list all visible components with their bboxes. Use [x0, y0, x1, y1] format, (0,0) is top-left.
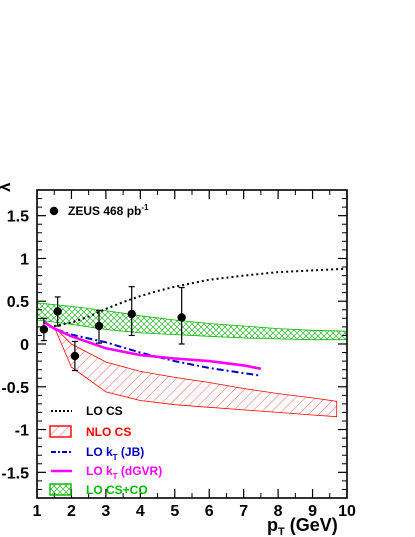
x-axis-ticks: 1 2 3 4 5 6 7 8 9 10 [33, 190, 356, 520]
x-axis-label-sub: T [278, 526, 285, 537]
zeus-point [70, 340, 80, 372]
legend-name: LO k [86, 464, 113, 478]
x-tick-label: 2 [67, 503, 76, 520]
legend-swatch-1 [49, 425, 72, 438]
y-tick-label: -0.5 [1, 380, 29, 397]
legend-name-sub: T [113, 472, 118, 481]
x-tick-label: 9 [308, 503, 317, 520]
curve-3 [43, 320, 262, 371]
curve-0 [43, 267, 347, 328]
zeus-point [94, 310, 104, 344]
x-tick-label: 5 [170, 503, 179, 520]
zeus-data-points [39, 286, 186, 372]
y-tick-label: 0 [20, 337, 29, 354]
legend-name-suffix: (dGVR) [118, 464, 163, 478]
data-legend-sup: -1 [141, 203, 149, 212]
x-tick-label: 1 [33, 503, 42, 520]
x-tick-label: 6 [205, 503, 214, 520]
legend-label-1: NLO CS [86, 425, 131, 439]
legend-name: LO CS [86, 404, 123, 418]
uncertainty-bands [37, 302, 347, 418]
x-axis-label-main: p [267, 515, 278, 535]
legend-swatch-4 [49, 483, 72, 496]
legend-label-4: LO CS+CO [86, 483, 148, 497]
legend-name: NLO CS [86, 425, 131, 439]
data-legend-label: ZEUS 468 pb [68, 204, 141, 218]
y-tick-label: -1 [15, 423, 29, 440]
y-tick-label: -1.5 [1, 465, 29, 482]
data-marker [127, 309, 136, 319]
legend-label-3: LO kT (dGVR) [86, 464, 162, 481]
legend-label-0: LO CS [86, 404, 123, 418]
legend-name-sub: T [113, 453, 118, 462]
x-tick-label: 10 [338, 503, 356, 520]
zeus-point [127, 286, 136, 337]
data-marker [177, 313, 186, 322]
band-1 [53, 326, 338, 418]
x-axis-label: pT (GeV) [267, 515, 338, 537]
x-tick-label: 8 [274, 503, 283, 520]
legend-name: LO k [86, 445, 113, 459]
data-marker [53, 307, 62, 316]
data-legend: ZEUS 468 pb-1 [49, 203, 149, 218]
x-axis-label-unit: (GeV) [285, 515, 338, 535]
legend-label-2: LO kT (JB) [86, 445, 144, 462]
band-4 [37, 302, 347, 341]
x-tick-label: 7 [239, 503, 248, 520]
y-tick-label: 0.5 [7, 294, 29, 311]
y-tick-label: 1.5 [7, 209, 29, 226]
plot-frame [36, 189, 348, 499]
legend-name-suffix: (JB) [118, 445, 145, 459]
data-legend-text: ZEUS 468 pb-1 [68, 203, 149, 218]
data-marker [70, 351, 80, 361]
data-legend-marker [49, 206, 59, 216]
y-tick-label: 1 [20, 251, 29, 268]
x-tick-label: 3 [101, 503, 110, 520]
y-axis-label: λ [0, 182, 14, 192]
x-tick-label: 4 [136, 503, 145, 520]
zeus-point [39, 317, 49, 342]
legend-name: LO CS+CO [86, 483, 148, 497]
y-axis-ticks: 1.5 1 0.5 0 -0.5 -1 -1.5 [1, 198, 347, 490]
zeus-point [53, 296, 62, 327]
theory-curves [43, 267, 347, 377]
zeus-point [177, 286, 186, 345]
data-marker [94, 321, 104, 331]
